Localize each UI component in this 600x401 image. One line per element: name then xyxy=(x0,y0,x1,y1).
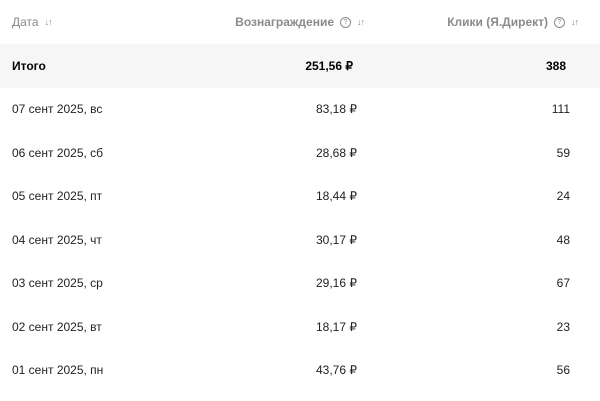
cell-date: 05 сент 2025, пт xyxy=(12,189,103,204)
cell-date: 06 сент 2025, сб xyxy=(12,145,104,160)
cell-reward: 30,17 ₽ xyxy=(316,232,357,247)
column-header-reward[interactable]: Вознаграждение ? ↓↑ xyxy=(235,15,365,29)
table-row: 04 сент 2025, чт 30,17 ₽ 48 xyxy=(0,218,600,262)
table-row: 03 сент 2025, ср 29,16 ₽ 67 xyxy=(0,262,600,306)
table-row: 01 сент 2025, пн 43,76 ₽ 56 xyxy=(0,349,600,393)
table-row: 07 сент 2025, вс 83,18 ₽ 111 xyxy=(0,88,600,132)
table-row: 05 сент 2025, пт 18,44 ₽ 24 xyxy=(0,175,600,219)
table-row: 02 сент 2025, вт 18,17 ₽ 23 xyxy=(0,305,600,349)
total-clicks: 388 xyxy=(545,58,566,73)
cell-reward: 29,16 ₽ xyxy=(316,276,357,291)
help-icon[interactable]: ? xyxy=(340,16,351,28)
sort-icon[interactable]: ↓↑ xyxy=(44,17,53,27)
cell-date: 07 сент 2025, вс xyxy=(12,102,103,117)
column-header-date[interactable]: Дата ↓↑ xyxy=(12,15,53,29)
column-header-clicks[interactable]: Клики (Я.Директ) ? ↓↑ xyxy=(447,15,579,29)
cell-date: 02 сент 2025, вт xyxy=(12,319,102,334)
table-header: Дата ↓↑ Вознаграждение ? ↓↑ Клики (Я.Дир… xyxy=(0,0,600,44)
cell-clicks: 67 xyxy=(556,276,570,291)
total-label: Итого xyxy=(12,58,46,73)
help-icon[interactable]: ? xyxy=(554,16,565,28)
cell-reward: 83,18 ₽ xyxy=(316,102,357,117)
cell-clicks: 23 xyxy=(556,319,570,334)
cell-clicks: 59 xyxy=(556,145,570,160)
total-row: Итого 251,56 ₽ 388 xyxy=(0,44,600,88)
cell-reward: 18,17 ₽ xyxy=(316,319,357,334)
cell-clicks: 48 xyxy=(556,232,570,247)
cell-date: 04 сент 2025, чт xyxy=(12,232,102,247)
cell-clicks: 24 xyxy=(556,189,570,204)
total-reward: 251,56 ₽ xyxy=(305,58,353,73)
cell-clicks: 56 xyxy=(556,363,570,378)
cell-date: 01 сент 2025, пн xyxy=(12,363,104,378)
cell-reward: 28,68 ₽ xyxy=(316,145,357,160)
table-row: 06 сент 2025, сб 28,68 ₽ 59 xyxy=(0,131,600,175)
cell-date: 03 сент 2025, ср xyxy=(12,276,103,291)
sort-icon[interactable]: ↓↑ xyxy=(571,17,579,27)
cell-reward: 43,76 ₽ xyxy=(316,363,357,378)
cell-clicks: 111 xyxy=(551,102,570,117)
cell-reward: 18,44 ₽ xyxy=(316,189,357,204)
sort-icon[interactable]: ↓↑ xyxy=(357,17,365,27)
